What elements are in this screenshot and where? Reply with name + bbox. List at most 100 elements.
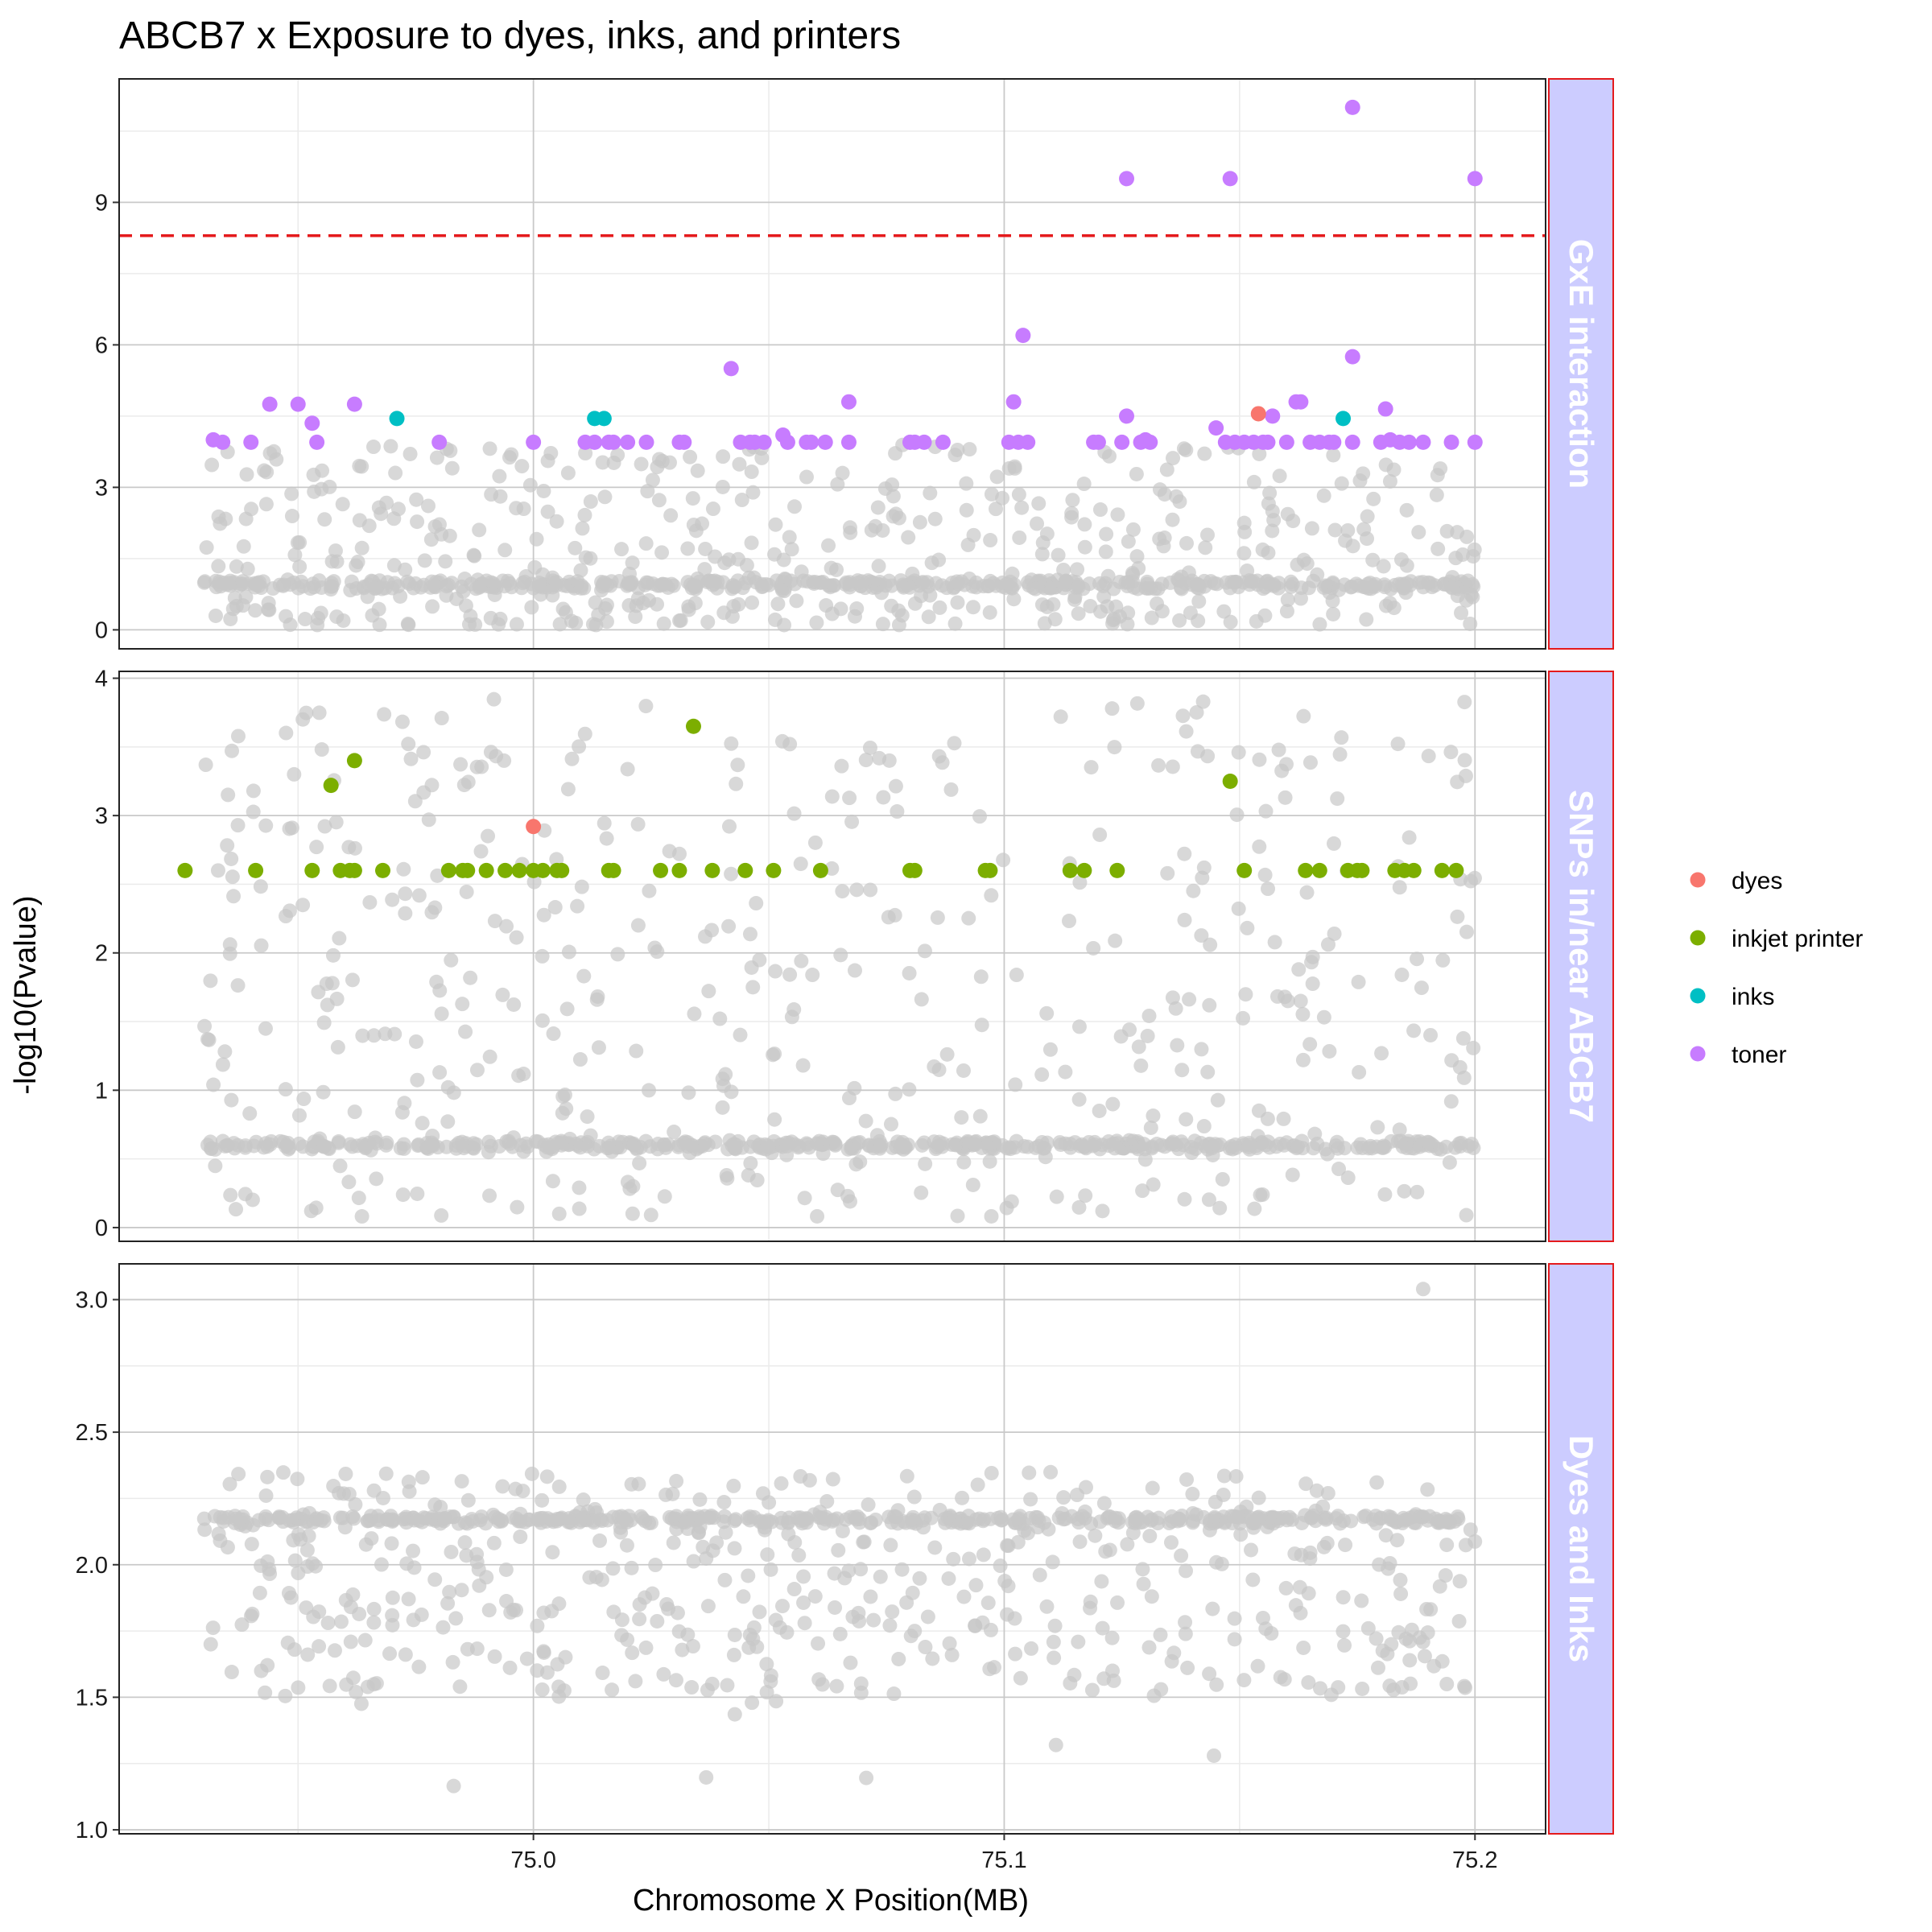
background-point — [1049, 1189, 1064, 1204]
background-point — [774, 1476, 789, 1491]
background-point — [686, 1554, 701, 1569]
background-point — [452, 1679, 468, 1695]
background-point — [651, 493, 667, 508]
background-point — [1030, 516, 1045, 531]
data-point-toner — [1222, 171, 1238, 187]
background-point — [656, 616, 671, 631]
data-point-inkjet-printer — [685, 718, 701, 734]
background-point — [947, 616, 963, 631]
background-point — [357, 1633, 373, 1648]
data-point-toner — [1015, 328, 1031, 344]
background-point — [326, 1479, 341, 1494]
background-point — [1262, 485, 1278, 501]
background-point — [1135, 1183, 1150, 1199]
background-point — [225, 743, 240, 758]
data-point-toner — [215, 434, 231, 450]
background-point — [284, 509, 299, 524]
background-point — [502, 1660, 518, 1675]
background-point — [1195, 694, 1211, 709]
background-point — [1356, 522, 1372, 537]
background-point — [231, 1467, 246, 1482]
background-point — [766, 1133, 782, 1149]
background-point — [685, 491, 700, 506]
data-point-inkjet-printer — [653, 862, 669, 878]
background-point — [984, 1208, 999, 1224]
legend-key-dyes — [1690, 872, 1706, 888]
data-point-toner — [431, 434, 448, 450]
background-point — [1104, 701, 1120, 716]
background-point — [1398, 1512, 1414, 1527]
background-point — [478, 1516, 493, 1531]
background-point — [1378, 457, 1393, 473]
background-point — [824, 560, 839, 576]
background-point — [1105, 616, 1121, 631]
background-point — [1331, 1162, 1347, 1177]
background-point — [282, 821, 297, 836]
background-point — [224, 851, 239, 866]
background-point — [1458, 1680, 1473, 1695]
background-point — [1092, 1103, 1107, 1118]
background-point — [665, 1486, 680, 1501]
background-point — [734, 493, 749, 508]
background-point — [989, 469, 1005, 485]
background-point — [1197, 446, 1212, 461]
background-point — [642, 1139, 658, 1154]
series-inkjet-printer — [177, 718, 1464, 878]
background-point — [361, 518, 377, 534]
background-point — [1092, 502, 1108, 518]
background-point — [786, 1582, 802, 1597]
background-point — [1144, 610, 1159, 625]
background-point — [327, 1643, 342, 1658]
background-point — [591, 607, 606, 622]
background-point — [369, 1171, 384, 1187]
background-point — [1279, 604, 1294, 619]
background-point — [1191, 594, 1207, 609]
background-point — [729, 776, 744, 791]
legend-label-inks: inks — [1732, 984, 1774, 1010]
background-point — [873, 1569, 888, 1584]
background-point — [1163, 1535, 1179, 1550]
background-point — [632, 1155, 647, 1170]
background-point — [560, 782, 576, 797]
background-point — [900, 578, 915, 593]
background-point — [1265, 504, 1280, 519]
background-point — [1146, 1108, 1161, 1124]
background-point — [401, 737, 416, 752]
background-point — [899, 1468, 914, 1484]
background-point — [313, 605, 328, 621]
background-point — [1077, 539, 1092, 555]
background-point — [1153, 1627, 1168, 1642]
background-point — [914, 576, 930, 591]
background-point — [514, 459, 530, 474]
background-point — [797, 1191, 812, 1206]
background-point — [1178, 1626, 1193, 1641]
background-point — [369, 1676, 384, 1691]
background-point — [1285, 1167, 1300, 1183]
background-point — [1063, 1137, 1078, 1152]
background-point — [1010, 1534, 1026, 1550]
background-point — [638, 536, 654, 551]
background-point — [891, 603, 906, 618]
background-point — [453, 757, 469, 772]
background-point — [1366, 491, 1381, 506]
data-point-inkjet-printer — [1354, 862, 1370, 878]
data-point-inkjet-printer — [497, 862, 514, 878]
background-point — [831, 1542, 846, 1558]
background-point — [497, 543, 513, 558]
background-point — [939, 1046, 955, 1062]
background-point — [1280, 592, 1295, 608]
background-point — [198, 758, 213, 773]
background-point — [745, 1695, 760, 1711]
background-point — [681, 1085, 696, 1100]
background-point — [819, 1494, 835, 1509]
background-point — [1458, 1538, 1473, 1553]
background-point — [815, 575, 831, 590]
background-point — [1141, 1008, 1157, 1023]
background-point — [1072, 875, 1088, 890]
background-point — [1133, 1515, 1148, 1530]
background-point — [1185, 1486, 1200, 1501]
background-point — [1262, 1510, 1278, 1525]
background-point — [258, 497, 274, 512]
background-point — [944, 1647, 960, 1662]
background-point — [781, 1515, 796, 1530]
